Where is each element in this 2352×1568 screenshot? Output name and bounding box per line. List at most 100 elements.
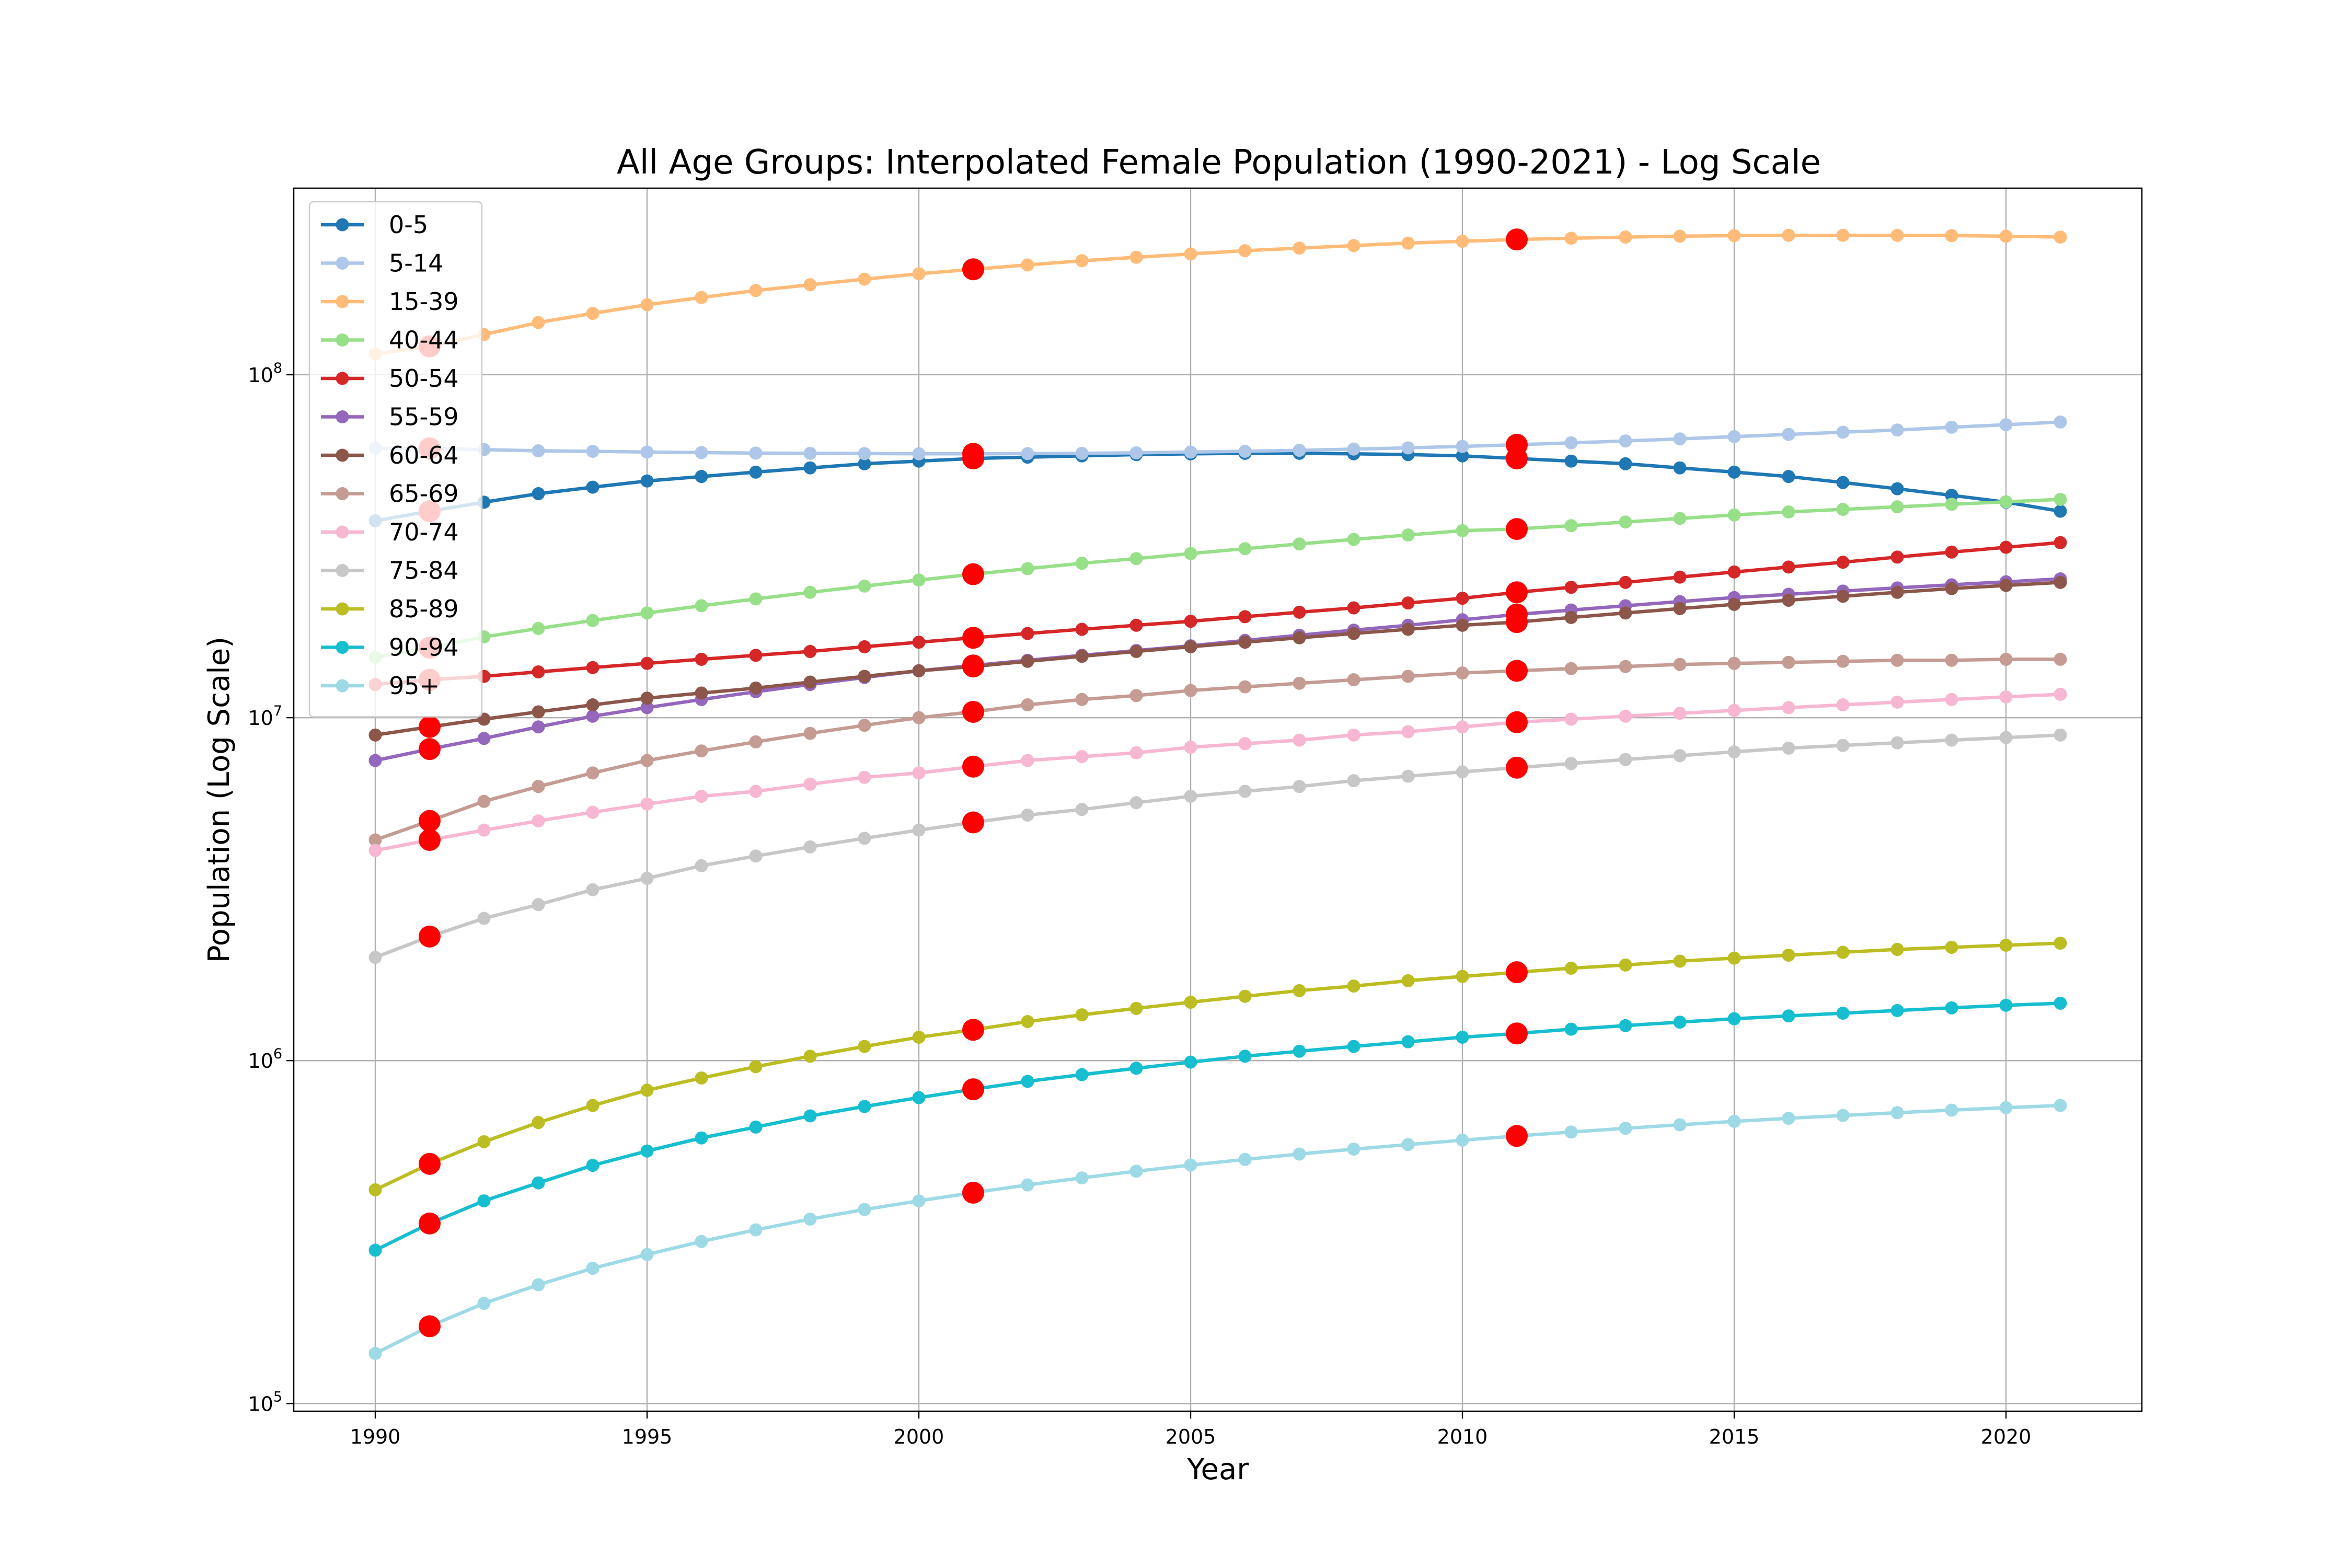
data-point xyxy=(695,744,708,758)
data-point xyxy=(858,640,871,653)
data-point xyxy=(477,912,491,925)
data-point xyxy=(1836,503,1850,516)
data-point xyxy=(1727,1012,1741,1025)
data-point xyxy=(1184,247,1197,261)
data-point xyxy=(695,1071,708,1085)
data-point xyxy=(1999,731,2013,744)
data-point xyxy=(1075,622,1089,636)
data-point xyxy=(1890,585,1904,599)
data-point xyxy=(640,606,654,620)
census-marker xyxy=(419,1152,441,1175)
census-marker xyxy=(1506,660,1528,682)
data-point xyxy=(586,1159,599,1172)
data-point xyxy=(1564,232,1578,245)
data-point xyxy=(1782,505,1795,519)
data-point xyxy=(1347,442,1361,456)
data-point xyxy=(1619,575,1632,589)
data-point xyxy=(1293,444,1306,457)
data-point xyxy=(1890,942,1904,956)
data-point xyxy=(1075,557,1089,570)
legend-entry-label: 85-89 xyxy=(389,595,459,623)
data-point xyxy=(1456,1031,1469,1044)
x-tick-label: 2015 xyxy=(1709,1425,1760,1448)
legend-entry-label: 50-54 xyxy=(389,364,459,393)
data-point xyxy=(2054,536,2067,549)
chart-title: All Age Groups: Interpolated Female Popu… xyxy=(617,143,1821,182)
data-point xyxy=(1347,239,1361,252)
data-point xyxy=(803,1213,817,1226)
data-point xyxy=(2054,728,2067,742)
data-point xyxy=(749,592,763,606)
data-point xyxy=(749,465,763,479)
data-point xyxy=(1184,445,1197,459)
data-point xyxy=(1890,228,1904,242)
data-point xyxy=(1021,447,1034,460)
data-point xyxy=(1293,537,1306,551)
data-point xyxy=(1564,436,1578,449)
legend-entry-label: 90-94 xyxy=(389,633,459,662)
legend-swatch-marker xyxy=(336,218,349,232)
legend-entry-label: 55-59 xyxy=(389,403,459,431)
series-line-70-74 xyxy=(375,693,2061,852)
data-point xyxy=(586,307,599,320)
data-point xyxy=(695,789,708,803)
data-point xyxy=(2054,1099,2067,1112)
data-point xyxy=(1293,780,1306,793)
data-point xyxy=(749,1060,763,1074)
data-point xyxy=(477,794,491,808)
data-point xyxy=(532,1176,545,1190)
data-point xyxy=(1456,440,1469,453)
data-point xyxy=(1890,736,1904,750)
data-point xyxy=(1129,644,1143,658)
data-point xyxy=(1564,1022,1578,1036)
data-point xyxy=(803,1109,817,1123)
data-point xyxy=(1075,1068,1089,1081)
data-point xyxy=(1347,979,1361,993)
data-point xyxy=(749,1120,763,1134)
legend: 0-5 5-14 15-39 40-44 50-54 55-59 60-64 65-69 70-… xyxy=(308,201,483,718)
data-point xyxy=(1238,444,1252,458)
data-point xyxy=(2054,504,2067,518)
data-point xyxy=(532,487,545,501)
data-point xyxy=(858,719,871,732)
census-marker xyxy=(962,655,984,678)
data-point xyxy=(477,1194,491,1208)
data-point xyxy=(1673,512,1687,525)
census-marker xyxy=(962,700,984,723)
data-point xyxy=(477,1297,491,1310)
data-point xyxy=(858,447,871,460)
data-point xyxy=(1564,1125,1578,1139)
data-point xyxy=(1347,1040,1361,1053)
census-marker xyxy=(962,258,984,281)
series-line-95+ xyxy=(374,1103,2061,1355)
data-point xyxy=(1836,654,1850,668)
plot-area xyxy=(294,188,2142,1411)
y-axis-label: Population (Log Scale) xyxy=(202,637,236,963)
data-point xyxy=(1727,745,1741,758)
data-point xyxy=(1456,1134,1469,1147)
data-point xyxy=(640,474,654,488)
data-point xyxy=(1999,495,2013,509)
data-point xyxy=(1238,244,1252,258)
data-point xyxy=(1782,228,1795,242)
data-point xyxy=(1184,741,1197,754)
data-point xyxy=(1456,765,1469,779)
data-point xyxy=(1782,560,1795,574)
data-point xyxy=(1836,1109,1850,1122)
data-point xyxy=(1836,556,1850,569)
data-point xyxy=(1238,1050,1252,1063)
data-point xyxy=(1401,622,1415,636)
data-point xyxy=(368,844,382,857)
data-point xyxy=(803,840,817,854)
data-point xyxy=(640,656,654,670)
census-marker xyxy=(962,627,984,649)
data-point xyxy=(749,446,763,460)
data-point xyxy=(477,732,491,745)
data-point xyxy=(695,686,708,700)
data-point xyxy=(749,681,763,695)
data-point xyxy=(1945,653,1958,667)
data-point xyxy=(1673,432,1687,446)
data-point xyxy=(1782,701,1795,714)
data-point xyxy=(368,1183,382,1196)
data-point xyxy=(1238,737,1252,751)
